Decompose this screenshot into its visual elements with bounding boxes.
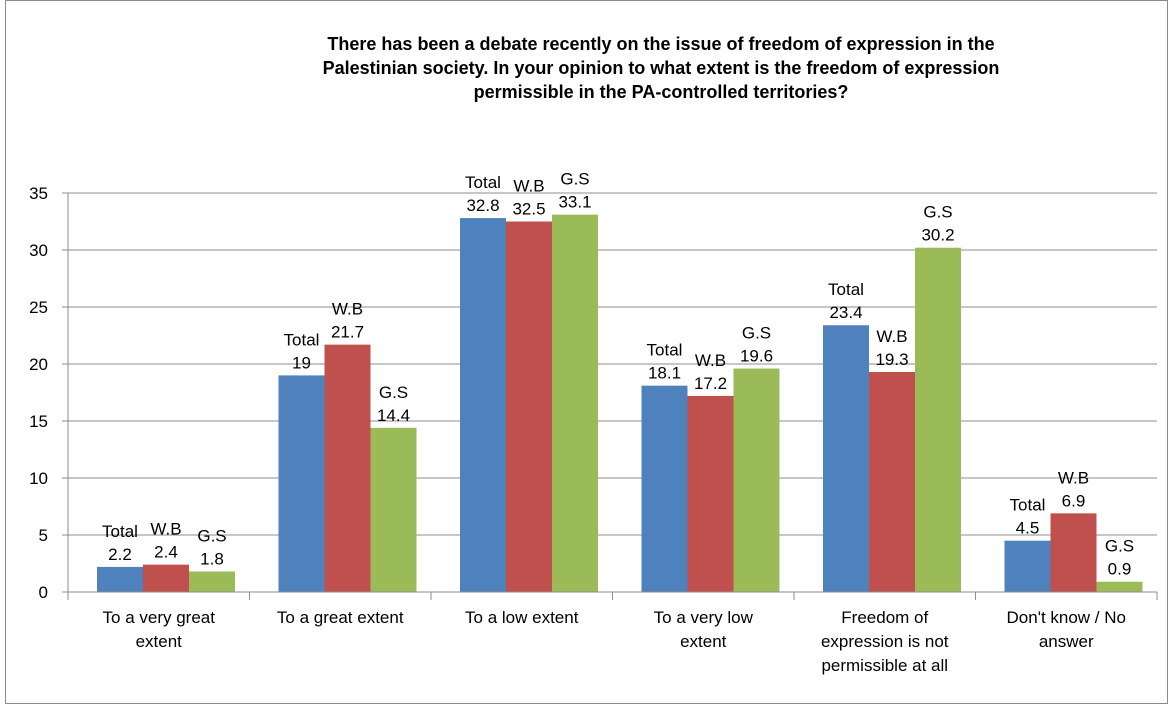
data-label-name-2-2: G.S (560, 170, 589, 189)
data-label-name-0-0: Total (102, 522, 138, 541)
y-tick-label-5: 5 (39, 526, 48, 545)
data-label-value-1-3: 17.2 (694, 374, 727, 393)
data-label-value-2-1: 14.4 (377, 406, 410, 425)
data-label-value-1-4: 19.3 (875, 350, 908, 369)
gridlines (68, 193, 1157, 535)
category-label-2-0: To a low extent (465, 608, 579, 627)
data-label-value-0-2: 32.8 (466, 196, 499, 215)
data-label-value-2-4: 30.2 (921, 226, 954, 245)
bar-gs-0 (189, 571, 235, 592)
data-label-value-1-5: 6.9 (1062, 491, 1086, 510)
data-label-value-0-3: 18.1 (648, 364, 681, 383)
data-label-name-2-0: G.S (197, 526, 226, 545)
data-label-name-0-1: Total (284, 330, 320, 349)
chart-frame: There has been a debate recently on the … (5, 0, 1168, 704)
data-label-value-2-2: 33.1 (558, 193, 591, 212)
bar-wb-1 (325, 345, 371, 592)
y-tick-label-30: 30 (29, 241, 48, 260)
chart-title-line-1: Palestinian society. In your opinion to … (323, 58, 1000, 78)
category-labels: To a very great extent To a great extent To… (103, 608, 1126, 675)
bar-gs-5 (1097, 582, 1143, 592)
bar-gs-3 (734, 369, 780, 592)
data-label-name-1-5: W.B (1058, 468, 1089, 487)
category-label-3-1: extent (680, 632, 727, 651)
category-label-4-2: permissible at all (821, 656, 948, 675)
data-label-value-0-5: 4.5 (1016, 519, 1040, 538)
data-labels: Total 2.2 Total 19 Total 32.8 Total 18.1 Total 23… (102, 170, 1134, 579)
bar-total-2 (460, 218, 506, 592)
bar-wb-2 (506, 222, 552, 593)
bar-wb-3 (688, 396, 734, 592)
data-label-name-0-5: Total (1010, 496, 1046, 515)
y-tick-label-15: 15 (29, 412, 48, 431)
data-label-value-1-0: 2.4 (154, 543, 178, 562)
chart-title-line-2: permissible in the PA-controlled territo… (474, 82, 849, 102)
category-label-5-1: answer (1039, 632, 1094, 651)
data-label-name-2-5: G.S (1105, 537, 1134, 556)
data-label-name-1-0: W.B (150, 520, 181, 539)
bar-gs-4 (915, 248, 961, 592)
bar-total-1 (279, 375, 325, 592)
data-label-value-0-4: 23.4 (829, 303, 862, 322)
y-tick-label-20: 20 (29, 355, 48, 374)
category-label-3-0: To a very low (654, 608, 754, 627)
data-label-name-2-1: G.S (379, 383, 408, 402)
data-label-value-2-0: 1.8 (200, 549, 224, 568)
chart-title: There has been a debate recently on the … (323, 34, 1000, 102)
data-label-name-0-3: Total (647, 341, 683, 360)
data-label-value-1-2: 32.5 (512, 200, 545, 219)
y-tick-label-25: 25 (29, 298, 48, 317)
category-label-1-0: To a great extent (277, 608, 404, 627)
bar-chart: There has been a debate recently on the … (6, 1, 1169, 705)
data-label-value-0-1: 19 (292, 353, 311, 372)
data-label-value-2-5: 0.9 (1108, 560, 1132, 579)
category-label-0-1: extent (136, 632, 183, 651)
bar-total-5 (1005, 541, 1051, 592)
category-label-4-0: Freedom of (841, 608, 928, 627)
data-label-value-0-0: 2.2 (108, 545, 132, 564)
data-label-value-2-3: 19.6 (740, 347, 773, 366)
bar-wb-4 (869, 372, 915, 592)
bar-gs-1 (371, 428, 417, 592)
y-tick-label-0: 0 (39, 583, 48, 602)
category-label-0-0: To a very great (103, 608, 216, 627)
category-label-5-0: Don't know / No (1007, 608, 1126, 627)
y-tick-label-10: 10 (29, 469, 48, 488)
data-label-name-2-3: G.S (742, 324, 771, 343)
bar-wb-5 (1051, 513, 1097, 592)
bar-total-4 (823, 325, 869, 592)
bar-total-3 (642, 386, 688, 592)
y-tick-label-35: 35 (29, 184, 48, 203)
data-label-name-2-4: G.S (923, 203, 952, 222)
data-label-value-1-1: 21.7 (331, 323, 364, 342)
category-label-4-1: expression is not (821, 632, 949, 651)
data-label-name-0-4: Total (828, 280, 864, 299)
data-label-name-1-4: W.B (876, 327, 907, 346)
bar-wb-0 (143, 565, 189, 592)
y-tick-labels: 0 5 10 15 20 25 30 35 (29, 184, 48, 602)
data-label-name-1-1: W.B (332, 300, 363, 319)
bar-gs-2 (552, 215, 598, 592)
data-label-name-0-2: Total (465, 173, 501, 192)
data-label-name-1-3: W.B (695, 351, 726, 370)
chart-title-line-0: There has been a debate recently on the … (327, 34, 994, 54)
data-label-name-1-2: W.B (513, 177, 544, 196)
bar-total-0 (97, 567, 143, 592)
